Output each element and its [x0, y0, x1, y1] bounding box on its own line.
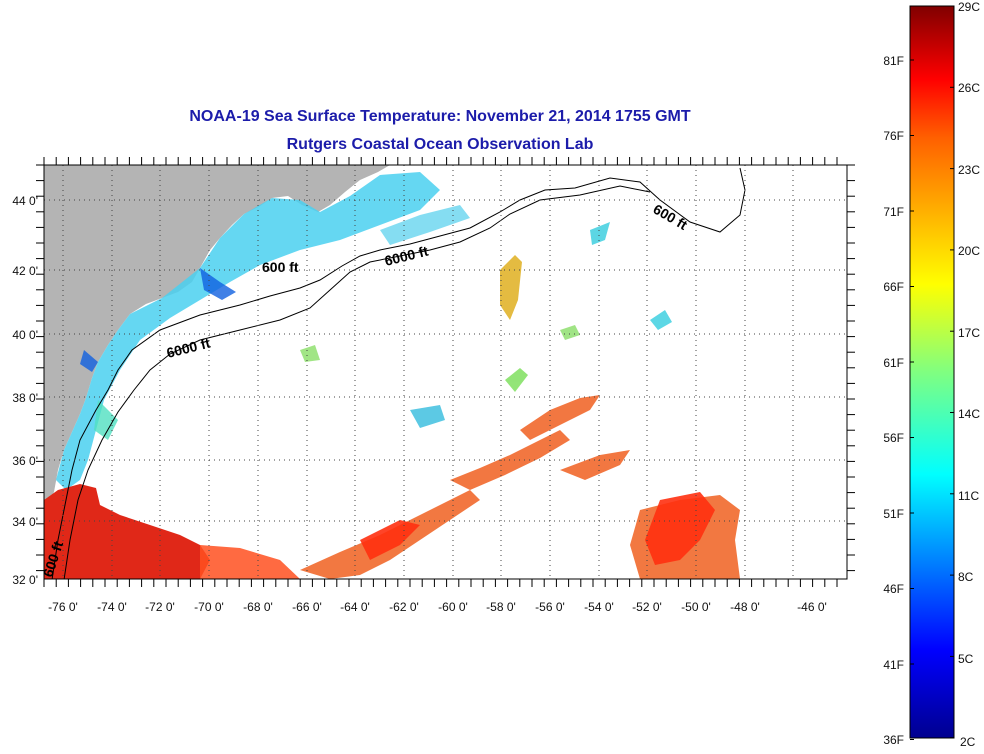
lon-label: -76 0': [48, 600, 78, 614]
lat-lon-grid: [44, 165, 847, 579]
fahrenheit-label: 61F: [883, 356, 904, 370]
land-mass: [44, 165, 390, 500]
lon-label: -50 0': [681, 600, 711, 614]
fahrenheit-label: 41F: [883, 658, 904, 672]
lon-label: -52 0': [632, 600, 662, 614]
fahrenheit-label: 76F: [883, 129, 904, 143]
longitude-labels: -76 0' -74 0' -72 0' -70 0' -68 0' -66 0…: [48, 600, 827, 614]
lon-label: -64 0': [340, 600, 370, 614]
axis-ticks: [36, 157, 855, 587]
map-title: NOAA-19 Sea Surface Temperature: Novembe…: [189, 108, 691, 125]
celsius-label: 17C: [958, 326, 980, 340]
lon-label: -46 0': [797, 600, 827, 614]
lon-label: -48 0': [730, 600, 760, 614]
celsius-scale: 29C 26C 23C 20C 17C 14C 11C 8C 5C 2C: [958, 0, 980, 749]
lon-label: -72 0': [145, 600, 175, 614]
celsius-label: 23C: [958, 163, 980, 177]
lon-label: -58 0': [486, 600, 516, 614]
lon-label: -68 0': [243, 600, 273, 614]
fahrenheit-scale: 81F 76F 71F 66F 61F 56F 51F 46F 41F 36F: [883, 54, 904, 747]
lat-label: 44 0': [12, 194, 38, 208]
fahrenheit-label: 36F: [883, 733, 904, 747]
celsius-label: 2C: [960, 735, 976, 749]
lat-label: 34 0': [12, 515, 38, 529]
lon-label: -74 0': [97, 600, 127, 614]
lon-label: -66 0': [292, 600, 322, 614]
lat-label: 42 0': [12, 264, 38, 278]
lon-label: -62 0': [389, 600, 419, 614]
celsius-label: 26C: [958, 81, 980, 95]
latitude-labels: 44 0' 42 0' 40 0' 38 0' 36 0' 34 0' 32 0…: [12, 194, 38, 587]
fahrenheit-label: 71F: [883, 205, 904, 219]
fahrenheit-label: 46F: [883, 582, 904, 596]
map-subtitle: Rutgers Coastal Ocean Observation Lab: [286, 136, 594, 153]
contour-label-600ft-west: 600 ft: [262, 259, 299, 275]
map-area: [44, 165, 847, 579]
depth-contours: [51, 167, 746, 579]
lat-label: 38 0': [12, 391, 38, 405]
lat-label: 36 0': [12, 454, 38, 468]
celsius-label: 20C: [958, 244, 980, 258]
fahrenheit-label: 66F: [883, 280, 904, 294]
celsius-label: 11C: [958, 489, 979, 503]
fahrenheit-label: 81F: [883, 54, 904, 68]
fahrenheit-label: 51F: [883, 507, 904, 521]
celsius-label: 14C: [958, 407, 980, 421]
lon-label: -60 0': [438, 600, 468, 614]
fahrenheit-label: 56F: [883, 431, 904, 445]
lat-label: 40 0': [12, 328, 38, 342]
lon-label: -54 0': [584, 600, 614, 614]
celsius-label: 8C: [958, 570, 974, 584]
lat-label: 32 0': [12, 573, 38, 587]
color-bar: [909, 5, 955, 740]
coastal-cold-water: [56, 172, 440, 490]
lon-label: -56 0': [535, 600, 565, 614]
warm-water-region: [44, 484, 210, 579]
lon-label: -70 0': [194, 600, 224, 614]
celsius-label: 29C: [958, 0, 980, 14]
celsius-label: 5C: [958, 652, 974, 666]
